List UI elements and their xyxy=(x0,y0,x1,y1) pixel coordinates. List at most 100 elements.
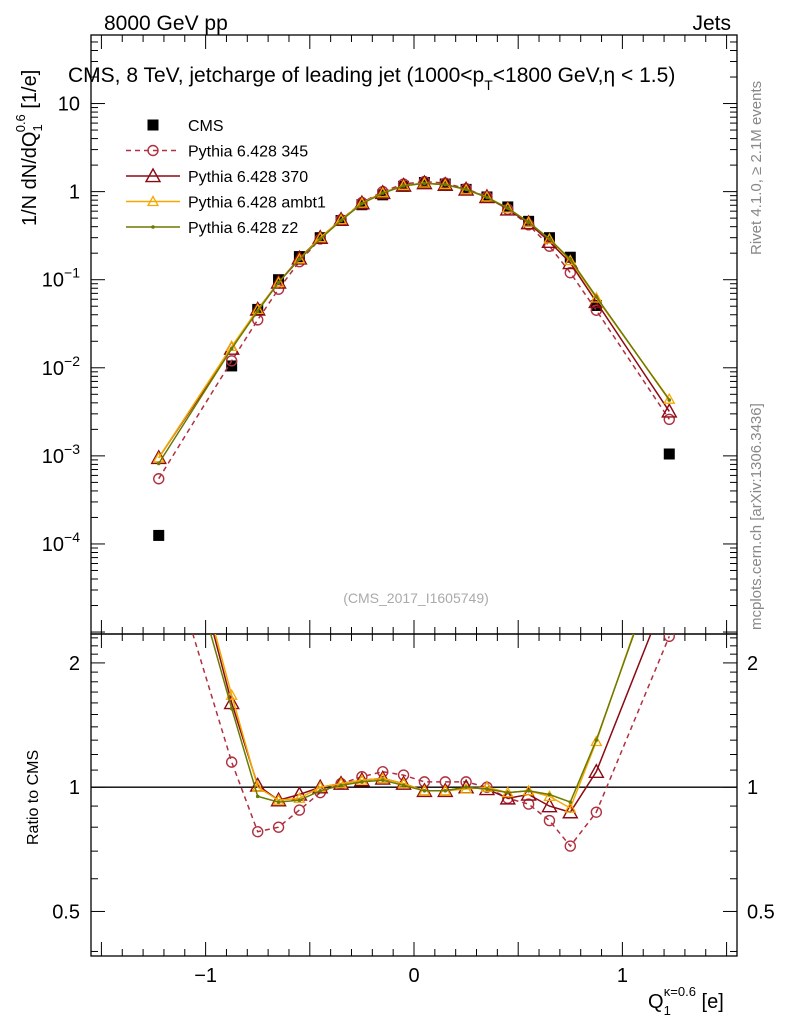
pythia-ambt1-point xyxy=(146,195,160,207)
process-label: Jets xyxy=(692,12,731,35)
x-tick-label: 0 xyxy=(408,965,419,987)
legend-label: CMS xyxy=(188,118,224,135)
pythia-345-point xyxy=(252,826,264,838)
pythia-345-point xyxy=(153,473,165,485)
pythia-z2-point xyxy=(526,220,531,224)
x-tick-labels: −1 0 1 xyxy=(194,965,628,987)
pythia-z2-point xyxy=(464,785,468,789)
pythia-z2-point xyxy=(255,309,260,313)
pythia-ambt1-point xyxy=(522,215,535,227)
x-axis-label: Q1κ=0.6 [e] xyxy=(648,984,724,1018)
pythia-345-point xyxy=(564,840,576,852)
pythia-345-point xyxy=(663,634,675,643)
pythia-345-point xyxy=(522,798,535,810)
series-line xyxy=(209,634,635,804)
pythia-z2-point xyxy=(255,794,260,799)
pythia-z2-point xyxy=(297,257,302,262)
ratio-y-tick-label-right: 1 xyxy=(747,777,758,799)
series-pythia-6-428-z2 xyxy=(156,181,672,466)
series-line xyxy=(214,634,635,810)
pythia-370-point xyxy=(520,786,537,801)
pythia-ambt1-point xyxy=(293,252,306,264)
pythia-z2-point xyxy=(485,787,489,791)
pythia-z2-point xyxy=(276,280,281,285)
pythia-370-point xyxy=(312,229,329,244)
pythia-370-point xyxy=(249,300,266,316)
pythia-z2-point xyxy=(276,800,281,804)
rivet-version-label: Rivet 4.1.0, ≥ 2.1M events xyxy=(748,81,765,255)
pythia-z2-point xyxy=(360,201,364,206)
pythia-z2-point xyxy=(568,257,573,262)
series-line xyxy=(192,634,670,848)
pythia-370-point xyxy=(291,249,308,265)
pythia-ambt1-point xyxy=(397,777,410,789)
pythia-z2-point xyxy=(485,195,489,200)
pythia-z2-point xyxy=(667,398,672,402)
cms-data-point xyxy=(153,529,165,541)
pythia-z2-point xyxy=(594,738,599,742)
main-y-axis-label: 1/N dN/dQ10.6 [1/e] xyxy=(13,70,45,226)
pythia-z2-point xyxy=(380,778,385,782)
pythia-370-point xyxy=(661,402,678,418)
pythia-z2-point xyxy=(229,706,234,711)
pythia-345-point xyxy=(397,769,410,781)
ratio-panel-frame xyxy=(90,633,738,957)
main-y-tick-label: 10−2 xyxy=(42,353,80,380)
pythia-ambt1-point xyxy=(663,392,676,404)
pythia-ambt1-point xyxy=(564,801,577,813)
pythia-z2-point xyxy=(464,187,468,192)
analysis-watermark: (CMS_2017_I1605749) xyxy=(343,590,489,606)
pythia-345-point xyxy=(543,814,556,827)
legend-entry: Pythia 6.428 370 xyxy=(126,167,308,186)
main-y-tick-label: 1 xyxy=(69,182,80,204)
legend-entry: CMS xyxy=(147,118,224,135)
pythia-ambt1-point xyxy=(272,276,285,288)
ratio-y-tick-label: 2 xyxy=(69,653,80,675)
pythia-z2-point xyxy=(526,789,531,793)
pythia-ambt1-point xyxy=(564,254,577,266)
pythia-z2-point xyxy=(339,218,343,223)
pythia-z2-point xyxy=(151,225,155,229)
pythia-ambt1-point xyxy=(293,791,306,803)
pythia-ambt1-point xyxy=(334,777,348,789)
pythia-z2-point xyxy=(594,294,599,299)
pythia-345-point xyxy=(590,806,603,818)
main-series-layer xyxy=(150,174,678,541)
pythia-ambt1-point xyxy=(355,773,369,785)
pythia-z2-point xyxy=(380,191,385,195)
ratio-series-layer xyxy=(192,634,675,852)
series-pythia-6-428-345 xyxy=(192,634,675,852)
pythia-z2-point xyxy=(422,789,427,793)
pythia-345-point xyxy=(225,355,238,367)
cms-data-point xyxy=(663,448,675,460)
pythia-z2-point xyxy=(443,789,448,793)
pythia-z2-point xyxy=(318,789,323,793)
pythia-z2-point xyxy=(547,237,552,241)
pythia-z2-point xyxy=(297,798,302,802)
pythia-ambt1-point xyxy=(480,780,494,792)
main-y-tick-label: 10−4 xyxy=(42,529,80,556)
main-y-tick-label: 10−3 xyxy=(42,441,80,468)
x-tick-label: −1 xyxy=(194,965,217,987)
series-line xyxy=(212,634,652,814)
pythia-z2-point xyxy=(401,184,406,188)
pythia-z2-point xyxy=(443,182,448,187)
pythia-345-point xyxy=(564,267,576,279)
pythia-370-point xyxy=(332,211,350,227)
legend-label: Pythia 6.428 345 xyxy=(188,144,308,161)
pythia-345-point xyxy=(377,766,389,778)
pythia-ambt1-point xyxy=(590,291,603,303)
pythia-z2-point xyxy=(229,346,234,351)
pythia-345-point xyxy=(272,283,285,295)
pythia-ambt1-point xyxy=(272,793,285,805)
pythia-z2-point xyxy=(318,237,323,241)
pythia-z2-point xyxy=(547,792,552,797)
cms-data-point xyxy=(273,274,285,286)
energy-label: 8000 GeV pp xyxy=(104,12,228,35)
pythia-370-point xyxy=(588,763,605,779)
ratio-y-axis-label: Ratio to CMS xyxy=(25,750,42,845)
pythia-z2-point xyxy=(505,206,510,210)
pythia-345-point xyxy=(225,756,238,768)
pythia-345-point xyxy=(272,821,285,833)
